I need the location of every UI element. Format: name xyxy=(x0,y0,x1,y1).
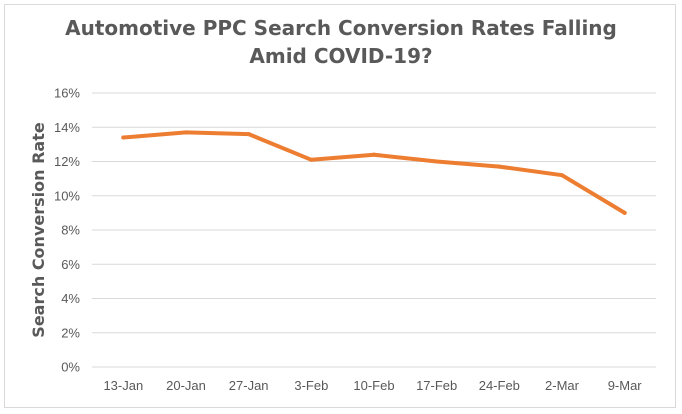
y-axis-title: Search Conversion Rate xyxy=(29,122,48,338)
data-point xyxy=(121,135,126,140)
series-layer xyxy=(121,130,627,215)
y-tick-label: 0% xyxy=(61,360,80,375)
data-point xyxy=(497,164,502,169)
y-tick-label: 4% xyxy=(61,291,80,306)
x-axis-tick-labels: 13-Jan 20-Jan 27-Jan 3-Feb 10-Feb 17-Feb 24-Fe… xyxy=(103,378,642,393)
gridlines xyxy=(92,92,656,368)
data-point xyxy=(246,132,251,137)
y-tick-label: 14% xyxy=(54,120,80,135)
y-tick-label: 10% xyxy=(54,188,80,203)
x-tick-label: 27-Jan xyxy=(229,378,269,393)
data-point xyxy=(184,130,188,135)
chart-title-line-1: Automotive PPC Search Conversion Rates F… xyxy=(65,16,617,40)
x-tick-label: 17-Feb xyxy=(416,378,457,393)
x-tick-label: 13-Jan xyxy=(103,378,143,393)
y-tick-label: 12% xyxy=(54,154,80,169)
data-point xyxy=(560,173,564,178)
x-tick-label: 3-Feb xyxy=(294,378,328,393)
y-tick-label: 2% xyxy=(61,325,80,340)
y-axis-tick-labels: 0% 2% 4% 6% 8% 10% 12% 14% 16% xyxy=(54,86,80,375)
data-point xyxy=(434,159,439,164)
x-tick-label: 24-Feb xyxy=(479,378,520,393)
chart-frame xyxy=(4,4,676,408)
y-tick-label: 6% xyxy=(61,257,80,272)
data-point xyxy=(622,210,627,215)
x-tick-label: 10-Feb xyxy=(353,378,394,393)
chart-title-line-2: Amid COVID-19? xyxy=(249,44,433,68)
x-tick-label: 20-Jan xyxy=(166,378,206,393)
chart-title: Automotive PPC Search Conversion Rates F… xyxy=(0,14,682,70)
x-tick-label: 9-Mar xyxy=(608,378,643,393)
y-tick-label: 16% xyxy=(54,86,80,101)
data-point xyxy=(309,157,314,162)
y-tick-label: 8% xyxy=(61,223,80,238)
series-line xyxy=(121,130,627,215)
x-tick-label: 2-Mar xyxy=(545,378,580,393)
data-point xyxy=(372,152,376,157)
